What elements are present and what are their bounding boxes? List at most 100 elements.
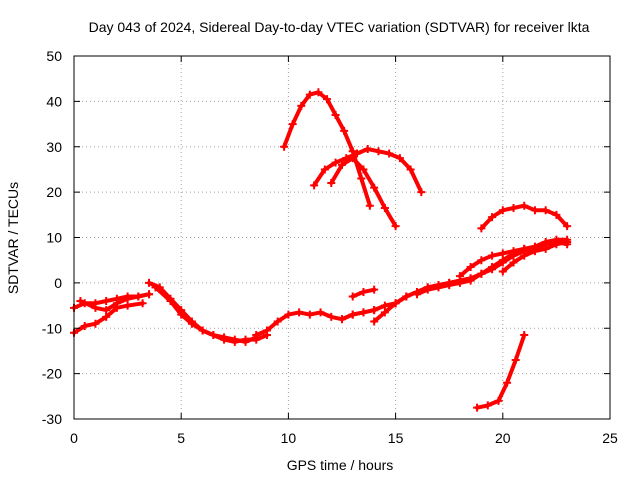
data-point — [391, 299, 400, 308]
y-tick-label: 50 — [46, 48, 62, 64]
data-point — [359, 308, 368, 317]
x-tick-label: 15 — [388, 430, 404, 446]
series-arc-d — [145, 278, 271, 346]
data-point — [348, 154, 357, 163]
series-arc-f — [252, 306, 379, 340]
data-point — [305, 310, 314, 319]
y-tick-label: -10 — [42, 320, 62, 336]
data-point — [413, 290, 422, 299]
data-point — [483, 401, 492, 410]
data-point — [314, 88, 323, 97]
data-point — [338, 160, 346, 169]
data-point — [498, 206, 507, 215]
data-point — [112, 299, 121, 308]
data-point — [295, 308, 304, 317]
data-point — [320, 165, 329, 174]
series-arc-l — [498, 238, 572, 276]
series-line — [282, 90, 372, 208]
data-point — [102, 297, 111, 306]
data-point — [288, 120, 297, 129]
data-point — [198, 326, 207, 335]
data-point — [91, 319, 100, 328]
data-point — [353, 149, 362, 158]
data-point — [209, 331, 218, 340]
data-point — [423, 285, 432, 294]
x-tick-label: 10 — [281, 430, 297, 446]
data-point — [297, 101, 306, 110]
data-point — [391, 222, 400, 231]
data-point — [327, 179, 336, 188]
series-arc-q — [327, 154, 400, 231]
data-point — [520, 201, 529, 210]
data-point — [541, 206, 550, 215]
data-point — [380, 301, 389, 310]
data-point — [220, 333, 229, 342]
data-point — [359, 165, 368, 174]
data-point — [338, 315, 346, 324]
x-tick-label: 5 — [177, 430, 185, 446]
grid — [74, 56, 610, 419]
data-point — [488, 251, 497, 260]
data-point — [310, 181, 319, 190]
y-tick-label: -20 — [42, 366, 62, 382]
data-point — [477, 256, 486, 265]
y-tick-label: 0 — [54, 275, 62, 291]
data-point — [305, 90, 314, 99]
data-point — [102, 306, 111, 315]
data-point — [406, 165, 415, 174]
series-arc-h — [348, 285, 379, 301]
series-arc-n — [477, 201, 572, 233]
y-tick-label: 40 — [46, 93, 62, 109]
chart-title: Day 043 of 2024, Sidereal Day-to-day VTE… — [89, 19, 590, 35]
data-point — [123, 294, 132, 303]
x-axis-label: GPS time / hours — [287, 457, 394, 473]
data-point — [380, 204, 389, 213]
data-point — [520, 251, 529, 260]
data-point — [541, 244, 550, 253]
data-point — [520, 331, 529, 340]
data-point — [123, 301, 132, 310]
data-point — [370, 183, 379, 192]
data-point — [503, 378, 512, 387]
series-arc-e — [151, 283, 261, 346]
data-point — [187, 319, 196, 328]
y-tick-label: 10 — [46, 230, 62, 246]
data-point — [80, 321, 89, 330]
data-series — [70, 88, 572, 412]
data-point — [322, 95, 331, 104]
series-arc-o — [280, 88, 374, 210]
x-tick-label: 25 — [602, 430, 618, 446]
series-line — [312, 147, 424, 195]
data-point — [151, 283, 160, 292]
data-point — [473, 403, 482, 412]
series-arc-k — [455, 244, 529, 281]
data-point — [370, 306, 379, 315]
data-point — [509, 258, 518, 267]
data-point — [380, 308, 389, 317]
series-line — [475, 333, 527, 410]
data-point — [509, 247, 518, 256]
data-point — [541, 238, 550, 247]
data-point — [417, 188, 426, 197]
data-point — [331, 110, 340, 119]
data-point — [91, 303, 100, 312]
data-point — [370, 285, 379, 294]
data-point — [348, 292, 357, 301]
data-point — [488, 213, 497, 222]
data-point — [563, 222, 572, 231]
data-point — [230, 335, 239, 344]
data-point — [262, 326, 271, 335]
data-point — [138, 299, 147, 308]
data-point — [520, 244, 529, 253]
data-point — [374, 147, 383, 156]
data-point — [563, 238, 572, 247]
data-point — [530, 206, 539, 215]
data-point — [455, 278, 464, 287]
data-point — [466, 276, 475, 285]
data-point — [177, 310, 186, 319]
data-point — [494, 396, 503, 405]
data-point — [145, 290, 154, 299]
data-point — [327, 312, 336, 321]
data-point — [455, 272, 464, 281]
